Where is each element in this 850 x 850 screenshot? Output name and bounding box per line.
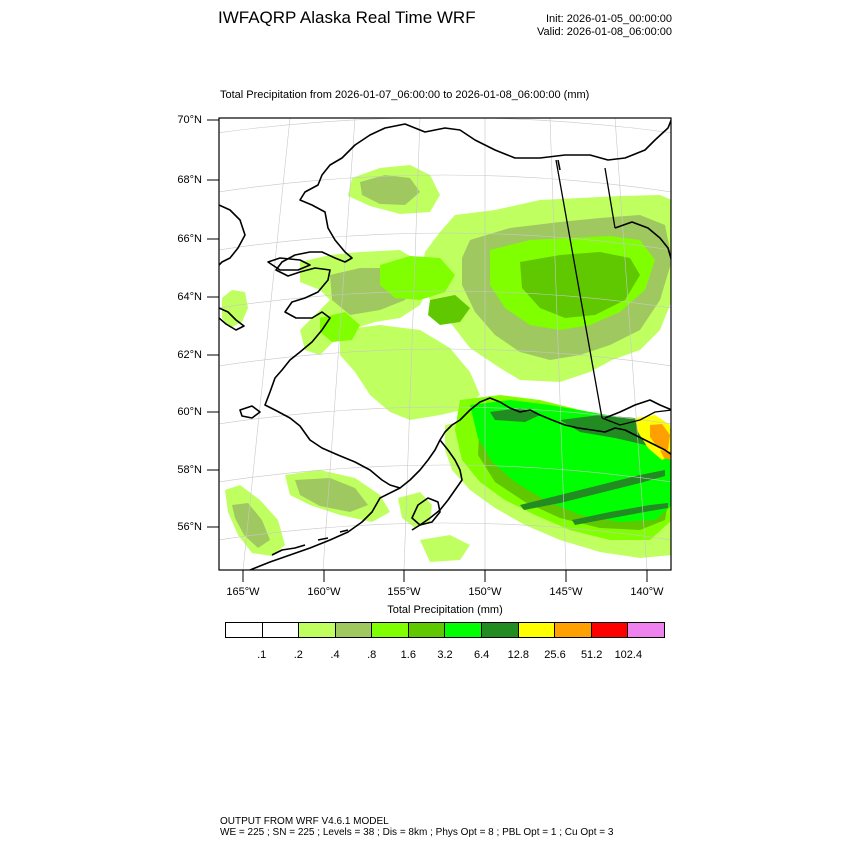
- colorbar-tick-label: .4: [330, 649, 340, 661]
- time-info: Init: 2026-01-05_00:00:00 Valid: 2026-01…: [500, 13, 672, 39]
- lon-label-140: 140°W: [630, 586, 664, 598]
- map-subtitle: Total Precipitation from 2026-01-07_06:0…: [220, 89, 590, 101]
- colorbar-tick-label: 3.2: [437, 649, 453, 661]
- map-content: [219, 118, 671, 570]
- colorbar-box: [482, 623, 519, 637]
- political-borders: [555, 159, 671, 426]
- colorbar-tick-label: 6.4: [474, 649, 490, 661]
- bc-border: [601, 409, 671, 426]
- precipitation-map: [207, 117, 672, 582]
- alaska-coastline: [249, 118, 671, 570]
- colorbar-tick-label: 102.4: [614, 649, 643, 661]
- valid-time: Valid: 2026-01-08_06:00:00: [537, 26, 672, 38]
- chukotka-coast-south: [219, 307, 245, 331]
- lon-label-145: 145°W: [549, 586, 583, 598]
- colorbar-tick-label: .8: [367, 649, 377, 661]
- lat-label-60: 60°N: [177, 406, 202, 418]
- colorbar-box: [226, 623, 263, 637]
- colorbar-tick-label: .1: [257, 649, 267, 661]
- yukon-nwt-border: [604, 167, 616, 229]
- colorbar-box: [445, 623, 483, 637]
- lat-label-64: 64°N: [177, 291, 202, 303]
- model-config: WE = 225 ; SN = 225 ; Levels = 38 ; Dis …: [220, 827, 614, 838]
- panhandle-coast: [604, 399, 671, 419]
- init-time: Init: 2026-01-05_00:00:00: [546, 13, 672, 25]
- colorbar-tick-label: 12.8: [507, 649, 530, 661]
- graticule: [219, 118, 671, 570]
- colorbar-tick-label: .2: [293, 649, 303, 661]
- model-info: OUTPUT FROM WRF V4.6.1 MODEL WE = 225 ; …: [220, 816, 613, 838]
- st-lawrence-island: [267, 257, 311, 271]
- colorbar-box: [518, 623, 556, 637]
- nunivak-island: [239, 405, 261, 419]
- colorbar-box: [335, 623, 373, 637]
- lat-label-68: 68°N: [177, 174, 202, 186]
- cook-inlet-coast: [399, 397, 671, 489]
- lon-label-165: 165°W: [226, 586, 260, 598]
- coastlines: [219, 118, 671, 570]
- colorbar-title: Total Precipitation (mm): [387, 604, 503, 616]
- axis-ticks: [207, 119, 648, 582]
- aleutian-islands: [271, 529, 349, 556]
- yukon-border-north: [557, 159, 561, 171]
- chukotka-coast: [219, 204, 246, 266]
- colorbar-box: [591, 623, 629, 637]
- colorbar-box: [555, 623, 592, 637]
- lat-label-62: 62°N: [177, 349, 202, 361]
- colorbar-tick-label: 1.6: [400, 649, 416, 661]
- lon-label-155: 155°W: [387, 586, 421, 598]
- colorbar-box: [262, 623, 300, 637]
- alaska-canada-border: [555, 159, 603, 419]
- lat-label-66: 66°N: [177, 233, 202, 245]
- colorbar-box: [628, 623, 664, 637]
- kodiak-island: [411, 497, 441, 526]
- kenai-coast: [411, 439, 463, 531]
- colorbar-box: [372, 623, 409, 637]
- map-frame: [218, 117, 672, 571]
- canada-coast: [614, 221, 671, 262]
- page-title: IWFAQRP Alaska Real Time WRF: [218, 8, 476, 27]
- colorbar-box: [408, 623, 446, 637]
- lat-label-56: 56°N: [177, 521, 202, 533]
- lat-label-58: 58°N: [177, 464, 202, 476]
- lon-label-160: 160°W: [307, 586, 341, 598]
- colorbar-box: [299, 623, 336, 637]
- lat-label-70: 70°N: [177, 114, 202, 126]
- colorbar: [225, 622, 665, 638]
- model-version: OUTPUT FROM WRF V4.6.1 MODEL: [220, 816, 389, 827]
- colorbar-tick-label: 25.6: [544, 649, 566, 661]
- colorbar-tick-label: 51.2: [580, 649, 603, 661]
- lon-label-150: 150°W: [468, 586, 502, 598]
